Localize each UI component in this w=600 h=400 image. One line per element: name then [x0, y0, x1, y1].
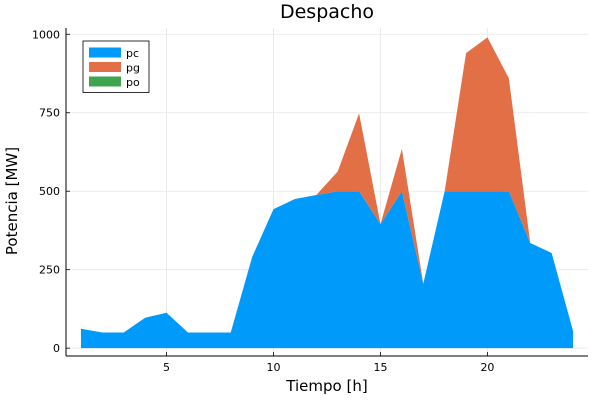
x-tick-label: 15: [373, 361, 387, 374]
area-pc: [80, 191, 574, 349]
tick-labels: 5 10 15 20 0 250 500 750 1000: [32, 28, 494, 374]
legend-swatch-pc: [89, 47, 121, 58]
plot-areas: [80, 37, 574, 349]
legend-label-po: po: [126, 76, 140, 89]
y-tick-label: 250: [39, 264, 60, 277]
x-tick-label: 5: [163, 361, 170, 374]
legend-swatch-po: [89, 76, 121, 87]
y-axis-title: Potencia [MW]: [3, 147, 21, 255]
y-tick-label: 500: [39, 185, 60, 198]
legend-label-pg: pg: [126, 62, 140, 75]
x-axis-title: Tiempo [h]: [285, 377, 367, 395]
y-tick-label: 0: [53, 342, 60, 355]
legend-label-pc: pc: [126, 47, 139, 60]
x-tick-label: 10: [267, 361, 281, 374]
y-tick-label: 750: [39, 107, 60, 120]
y-tick-label: 1000: [32, 28, 60, 41]
legend-swatch-pg: [89, 62, 121, 72]
chart-title: Despacho: [280, 1, 374, 23]
x-tick-label: 20: [480, 361, 494, 374]
area-pg: [80, 37, 574, 333]
axes: [65, 28, 588, 357]
